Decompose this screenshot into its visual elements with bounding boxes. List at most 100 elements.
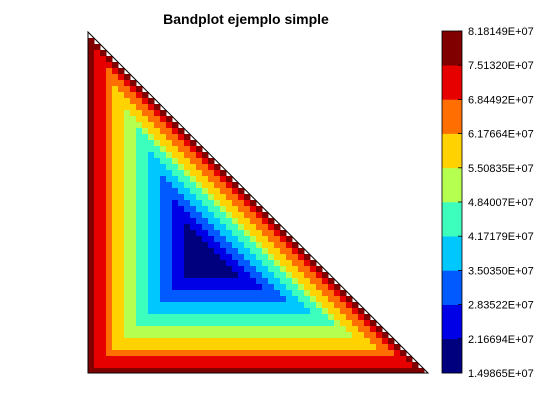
- band-cell: [148, 326, 155, 333]
- band-cell: [154, 368, 161, 373]
- band-cell: [274, 308, 281, 315]
- band-cell: [118, 170, 125, 177]
- band-cell: [178, 248, 185, 255]
- band-cell: [160, 224, 167, 231]
- band-cell: [172, 290, 179, 297]
- band-cell: [184, 146, 191, 153]
- band-cell: [154, 296, 161, 303]
- band-cell: [232, 356, 239, 363]
- band-cell: [154, 158, 161, 165]
- band-cell: [190, 290, 197, 297]
- band-cell: [298, 344, 305, 351]
- band-cell: [142, 230, 149, 237]
- band-cell: [88, 326, 95, 333]
- band-cell: [190, 302, 197, 309]
- band-cell: [322, 350, 329, 357]
- band-cell: [208, 200, 215, 207]
- band-cell: [100, 320, 107, 327]
- band-cell: [268, 260, 275, 267]
- band-cell: [334, 296, 341, 303]
- band-cell: [244, 290, 251, 297]
- band-cell: [268, 236, 275, 243]
- band-cell: [124, 338, 131, 345]
- band-cell: [364, 338, 371, 345]
- band-cell: [280, 278, 287, 285]
- band-cell: [202, 188, 209, 195]
- band-cell: [238, 248, 245, 255]
- band-cell: [94, 200, 101, 207]
- band-cell: [220, 368, 227, 373]
- band-cell: [142, 200, 149, 207]
- band-cell: [94, 194, 101, 201]
- band-cell: [340, 302, 347, 309]
- band-cell: [112, 314, 119, 321]
- band-cell: [346, 350, 353, 357]
- band-cell: [232, 296, 239, 303]
- band-cell: [172, 278, 179, 285]
- band-cell: [112, 98, 119, 105]
- band-cell: [136, 170, 143, 177]
- band-cell: [136, 218, 143, 225]
- band-cell: [322, 362, 329, 369]
- band-cell: [190, 254, 197, 261]
- band-cell: [148, 368, 155, 373]
- band-cell: [94, 128, 101, 135]
- band-cell: [112, 296, 119, 303]
- band-cell: [118, 110, 125, 117]
- band-cell: [88, 254, 95, 261]
- band-cell: [166, 278, 173, 285]
- band-cell: [94, 344, 101, 351]
- band-cell: [118, 176, 125, 183]
- band-cell: [244, 314, 251, 321]
- band-cell: [88, 56, 95, 63]
- band-cell: [268, 296, 275, 303]
- band-cell: [112, 158, 119, 165]
- band-cell: [160, 326, 167, 333]
- band-cell: [100, 230, 107, 237]
- band-cell: [268, 362, 275, 369]
- band-cell: [136, 176, 143, 183]
- band-cell: [118, 74, 125, 81]
- band-cell: [124, 296, 131, 303]
- band-cell: [190, 272, 197, 279]
- band-cell: [280, 302, 287, 309]
- band-cell: [190, 188, 197, 195]
- band-cell: [196, 206, 203, 213]
- band-cell: [304, 368, 311, 373]
- band-cell: [178, 158, 185, 165]
- band-cell: [310, 326, 317, 333]
- band-cell: [250, 200, 257, 207]
- band-cell: [100, 332, 107, 339]
- band-cell: [268, 302, 275, 309]
- band-cell: [298, 272, 305, 279]
- band-cell: [244, 302, 251, 309]
- band-cell: [148, 224, 155, 231]
- band-cell: [106, 356, 113, 363]
- band-cell: [280, 350, 287, 357]
- band-cell: [226, 338, 233, 345]
- band-cell: [88, 38, 95, 45]
- band-cell: [130, 212, 137, 219]
- band-cell: [172, 296, 179, 303]
- band-cell: [178, 272, 185, 279]
- band-cell: [256, 248, 263, 255]
- band-cell: [118, 140, 125, 147]
- band-cell: [262, 338, 269, 345]
- band-cell: [142, 236, 149, 243]
- band-cell: [196, 212, 203, 219]
- band-cell: [286, 290, 293, 297]
- band-cell: [238, 218, 245, 225]
- band-cell: [166, 122, 173, 129]
- band-cell: [118, 338, 125, 345]
- band-cell: [112, 326, 119, 333]
- band-cell: [268, 320, 275, 327]
- band-cell: [88, 308, 95, 315]
- band-cell: [88, 206, 95, 213]
- band-cell: [184, 158, 191, 165]
- colorbar-swatch: [442, 99, 462, 134]
- band-cell: [340, 290, 347, 297]
- band-cell: [166, 260, 173, 267]
- band-cell: [130, 152, 137, 159]
- band-cell: [274, 260, 281, 267]
